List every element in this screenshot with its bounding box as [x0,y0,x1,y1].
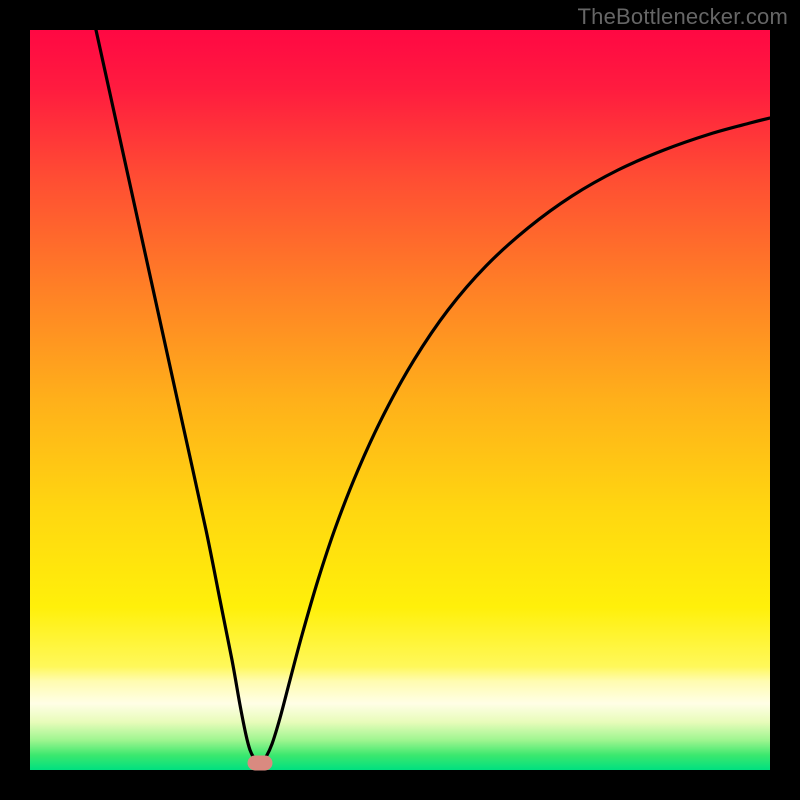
watermark-text: TheBottlenecker.com [578,4,788,30]
chart-canvas: TheBottlenecker.com [0,0,800,800]
plot-background [30,30,770,770]
optimum-marker [248,756,272,770]
bottleneck-plot [0,0,800,800]
